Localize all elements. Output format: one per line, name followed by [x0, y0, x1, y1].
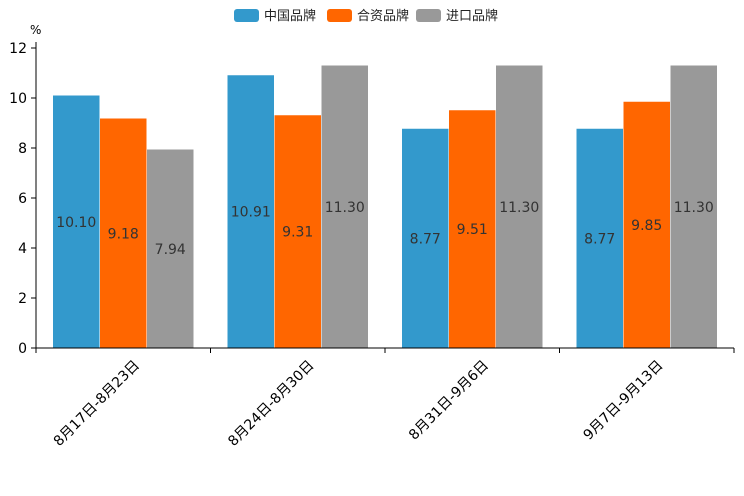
y-axis: 0 2 4 6 8 10 12 [9, 41, 37, 357]
bar [321, 65, 368, 348]
bar-value-label: 9.85 [631, 218, 662, 234]
bar [623, 101, 670, 348]
bar-value-label: 9.31 [282, 225, 313, 241]
y-tick-label: 8 [18, 141, 27, 157]
y-tick-label: 10 [9, 91, 27, 107]
bar-value-label: 9.18 [108, 226, 139, 242]
legend: 中国品牌 合资品牌 进口品牌 [234, 8, 498, 24]
legend-swatch [234, 9, 259, 22]
y-tick-label: 6 [18, 191, 27, 207]
y-tick-label: 0 [18, 341, 27, 357]
legend-label: 合资品牌 [357, 8, 409, 24]
bar [53, 95, 100, 348]
y-tick-label: 2 [18, 291, 27, 307]
bar-value-label: 10.10 [56, 215, 96, 231]
bar [402, 128, 449, 348]
x-category-label: 8月17日-8月23日 [51, 357, 143, 449]
x-category-label: 8月24日-8月30日 [225, 357, 317, 449]
x-category-label: 9月7日-9月13日 [581, 357, 667, 443]
bar [496, 65, 543, 348]
bars: 10.10 9.18 7.94 10.91 9.31 11.30 8.77 9.51 11.30… [53, 65, 717, 348]
x-category-label: 8月31日-9月6日 [406, 357, 492, 443]
bar [576, 128, 623, 348]
bar [227, 75, 274, 348]
bar [274, 115, 321, 348]
bar [147, 149, 194, 348]
bar-value-label: 11.30 [325, 200, 365, 216]
legend-label: 中国品牌 [264, 8, 316, 24]
legend-swatch [416, 9, 441, 22]
bar [449, 110, 496, 348]
bar-value-label: 8.77 [410, 231, 441, 247]
bar-value-label: 8.77 [584, 231, 615, 247]
bar-value-label: 9.51 [457, 222, 488, 238]
legend-label: 进口品牌 [446, 8, 498, 24]
bar-value-label: 11.30 [499, 200, 539, 216]
bar [670, 65, 717, 348]
bar-value-label: 10.91 [231, 205, 271, 221]
bar [100, 118, 147, 348]
bar-value-label: 11.30 [674, 200, 714, 216]
bar-value-label: 7.94 [155, 242, 186, 258]
y-tick-label: 4 [18, 241, 27, 257]
legend-swatch [327, 9, 352, 22]
y-axis-unit-label: % [30, 23, 41, 37]
x-axis: 8月17日-8月23日 8月24日-8月30日 8月31日-9月6日 9月7日-9月1… [35, 347, 735, 450]
y-tick-label: 12 [9, 41, 27, 57]
